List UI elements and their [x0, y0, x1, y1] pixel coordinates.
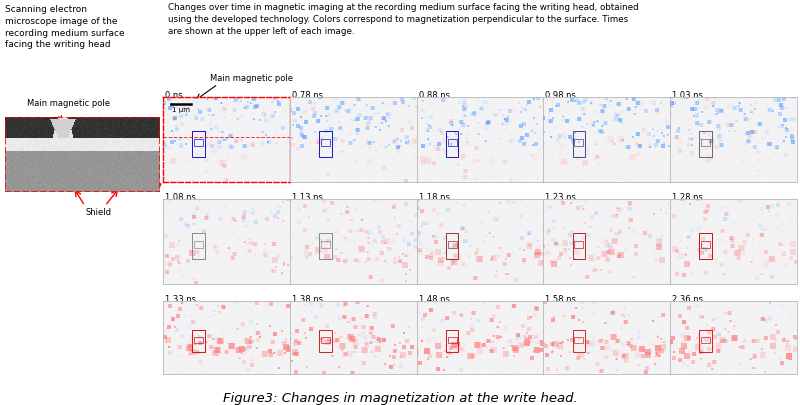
Bar — [321, 241, 330, 249]
Bar — [192, 330, 205, 352]
Bar — [573, 132, 586, 157]
Bar — [448, 337, 457, 343]
Bar — [573, 233, 586, 259]
Bar — [574, 241, 583, 249]
Bar — [702, 241, 710, 249]
Text: 0.78 ns: 0.78 ns — [292, 91, 323, 100]
Bar — [699, 132, 712, 157]
Text: 1.03 ns: 1.03 ns — [672, 91, 703, 100]
Bar — [321, 139, 330, 147]
Bar — [699, 330, 712, 352]
Bar — [319, 330, 332, 352]
Text: 1.08 ns: 1.08 ns — [165, 192, 196, 202]
Text: Scanning electron
microscope image of the
recording medium surface
facing the wr: Scanning electron microscope image of th… — [5, 5, 125, 49]
Text: 1.18 ns: 1.18 ns — [418, 192, 450, 202]
Bar — [192, 132, 205, 157]
Bar — [194, 241, 203, 249]
Bar — [573, 330, 586, 352]
Bar — [448, 241, 457, 249]
Text: Shield: Shield — [85, 207, 111, 216]
Bar — [319, 233, 332, 259]
Bar — [448, 139, 457, 147]
Text: Main magnetic pole: Main magnetic pole — [210, 74, 293, 83]
Text: 1.33 ns: 1.33 ns — [165, 294, 196, 303]
Text: Main magnetic pole: Main magnetic pole — [27, 99, 110, 108]
Text: 1.48 ns: 1.48 ns — [418, 294, 450, 303]
Text: 2.36 ns: 2.36 ns — [672, 294, 703, 303]
Text: Changes over time in magnetic imaging at the recording medium surface facing the: Changes over time in magnetic imaging at… — [168, 3, 638, 36]
Text: 0.98 ns: 0.98 ns — [546, 91, 576, 100]
Text: 1.58 ns: 1.58 ns — [546, 294, 576, 303]
Bar — [446, 330, 458, 352]
Bar — [194, 139, 203, 147]
Text: 1.28 ns: 1.28 ns — [672, 192, 703, 202]
Bar — [446, 233, 458, 259]
Text: 0.88 ns: 0.88 ns — [418, 91, 450, 100]
Bar — [321, 337, 330, 343]
Text: Figure3: Changes in magnetization at the write head.: Figure3: Changes in magnetization at the… — [222, 391, 578, 404]
Text: 1 μm: 1 μm — [172, 107, 190, 113]
Bar — [702, 139, 710, 147]
Text: 0 ns: 0 ns — [165, 91, 182, 100]
Bar — [699, 233, 712, 259]
Text: 1.38 ns: 1.38 ns — [292, 294, 323, 303]
Bar — [446, 132, 458, 157]
Bar — [574, 337, 583, 343]
Text: 1.13 ns: 1.13 ns — [292, 192, 322, 202]
Bar — [319, 132, 332, 157]
Text: 1.23 ns: 1.23 ns — [546, 192, 576, 202]
Bar — [192, 233, 205, 259]
Bar — [194, 337, 203, 343]
Bar — [574, 139, 583, 147]
Bar — [702, 337, 710, 343]
